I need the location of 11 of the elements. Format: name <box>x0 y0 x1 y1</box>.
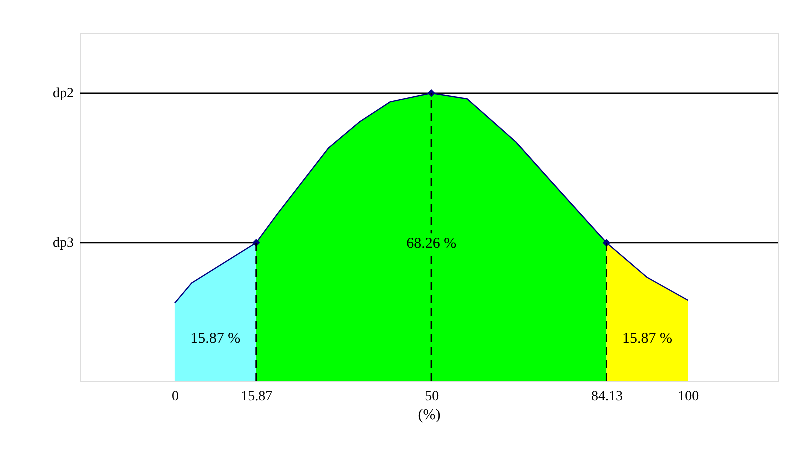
annotation: 15.87 % <box>622 330 672 347</box>
x-tick-label: 15.87 <box>241 390 273 404</box>
x-tick-label: 84.13 <box>591 390 623 404</box>
x-tick-label: 0 <box>172 390 179 404</box>
annotation: 15.87 % <box>190 330 241 347</box>
annotation: 68.26 % <box>406 236 457 252</box>
ref-line-label: dp3 <box>53 236 74 251</box>
x-axis-title: (%) <box>418 408 441 424</box>
x-tick-label: 50 <box>425 390 440 404</box>
ref-line-label: dp2 <box>53 86 74 102</box>
x-tick-label: 100 <box>678 390 700 404</box>
